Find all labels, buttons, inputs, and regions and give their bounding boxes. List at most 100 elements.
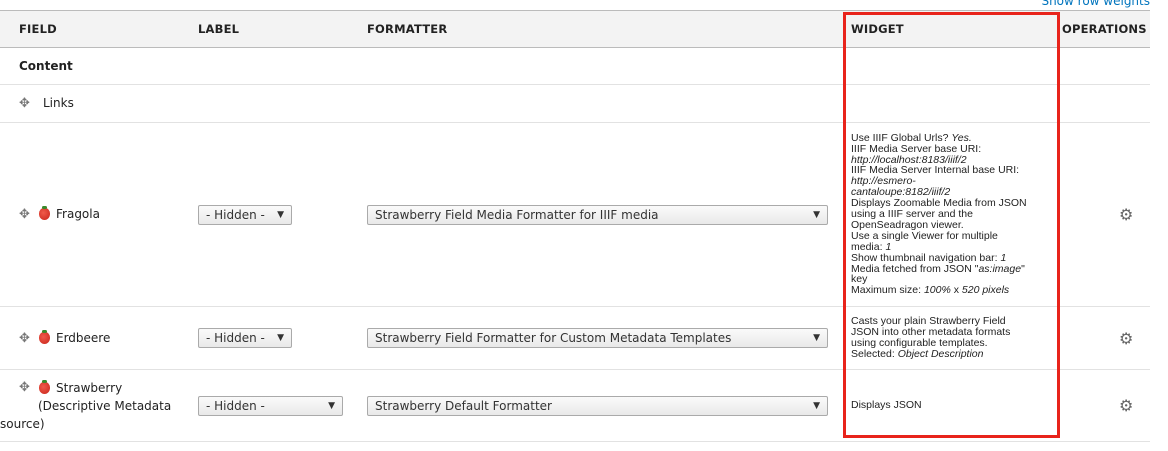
- chevron-down-icon: ▼: [813, 400, 820, 411]
- chevron-down-icon: ▼: [813, 333, 820, 343]
- chevron-down-icon: ▼: [328, 400, 335, 411]
- strawberry-icon: [39, 329, 50, 344]
- field-name: Erdbeere: [56, 330, 111, 345]
- summary-line: Media fetched from JSON "as:image": [851, 262, 1053, 275]
- label-select[interactable]: - Hidden - ▼: [198, 328, 292, 348]
- summary-value: http://esmero-: [851, 175, 916, 188]
- table-row: ✥ Erdbeere - Hidden - ▼ Strawberry Field …: [0, 307, 1150, 370]
- summary-text: ": [1021, 262, 1025, 275]
- summary-line: IIIF Media Server Internal base URI:: [851, 165, 1053, 176]
- strawberry-icon: [39, 379, 50, 394]
- summary-value: cantaloupe:8182/iiif/2: [851, 186, 951, 199]
- summary-line: cantaloupe:8182/iiif/2: [851, 187, 1053, 198]
- summary-line: http://esmero-: [851, 176, 1053, 187]
- field-name: Strawberry: [56, 380, 123, 395]
- region-content: Content: [0, 48, 1150, 85]
- drag-handle-icon[interactable]: ✥: [19, 379, 30, 395]
- field-name-sub2: source): [0, 415, 180, 433]
- drag-handle-icon[interactable]: ✥: [19, 330, 30, 346]
- summary-line: Displays Zoomable Media from JSON: [851, 198, 1053, 209]
- field-name-sub2-text: source): [0, 416, 45, 431]
- formatter-select[interactable]: Strawberry Field Media Formatter for III…: [367, 204, 828, 225]
- summary-line: JSON into other metadata formats: [851, 327, 1053, 338]
- summary-text: Show thumbnail navigation bar:: [851, 251, 1001, 264]
- summary-value: http://localhost:8183/iiif/2: [851, 153, 967, 166]
- strawberry-icon: [39, 206, 50, 220]
- summary-text: Selected:: [851, 347, 898, 360]
- table-row-links: ✥ Links: [0, 85, 1150, 123]
- label-select-value: - Hidden -: [206, 398, 265, 413]
- summary-line: key: [851, 274, 1053, 285]
- summary-line: using configurable templates.: [851, 338, 1053, 349]
- header-operations: OPERATIONS: [1062, 22, 1147, 36]
- summary-text: x: [950, 284, 962, 297]
- formatter-select-value: Strawberry Field Formatter for Custom Me…: [375, 331, 732, 345]
- drag-handle-icon[interactable]: ✥: [19, 96, 30, 111]
- field-display-table: FIELD LABEL FORMATTER WIDGET OPERATIONS …: [0, 10, 1150, 442]
- formatter-select[interactable]: Strawberry Field Formatter for Custom Me…: [367, 328, 828, 348]
- table-header: FIELD LABEL FORMATTER WIDGET OPERATIONS: [0, 10, 1150, 48]
- summary-line: OpenSeadragon viewer.: [851, 220, 1053, 231]
- summary-line: Use IIIF Global Urls? Yes.: [851, 131, 1053, 144]
- summary-line: using a IIIF server and the: [851, 209, 1053, 220]
- summary-text: OpenSeadragon viewer.: [851, 218, 964, 231]
- header-label: LABEL: [198, 22, 240, 36]
- summary-line: Selected: Object Description: [851, 347, 1053, 360]
- label-select-value: - Hidden -: [206, 331, 265, 345]
- summary-text: media:: [851, 240, 886, 253]
- summary-text: Casts your plain Strawberry Field: [851, 315, 1006, 328]
- gear-icon[interactable]: ⚙: [1119, 205, 1134, 224]
- chevron-down-icon: ▼: [277, 209, 284, 220]
- field-name: Links: [43, 96, 74, 110]
- header-formatter: FORMATTER: [367, 22, 448, 36]
- summary-value: Object Description: [897, 347, 984, 360]
- summary-line: media: 1: [851, 240, 1053, 253]
- summary-text: Displays Zoomable Media from JSON: [851, 197, 1027, 210]
- field-name-sub: (Descriptive Metadata: [38, 398, 172, 413]
- summary-text: Displays JSON: [851, 399, 922, 412]
- summary-value: Yes.: [951, 131, 972, 144]
- summary-line: IIIF Media Server base URI:: [851, 142, 1053, 155]
- summary-value: 1: [885, 240, 892, 253]
- formatter-select[interactable]: Strawberry Default Formatter ▼: [367, 395, 828, 416]
- summary-value: 1: [1000, 251, 1007, 264]
- summary-line: Casts your plain Strawberry Field: [851, 316, 1053, 327]
- formatter-summary: Use IIIF Global Urls? Yes. IIIF Media Ser…: [833, 131, 1053, 297]
- summary-text: Maximum size:: [851, 284, 924, 297]
- summary-text: JSON into other metadata formats: [851, 326, 1011, 339]
- summary-text: key: [851, 273, 868, 286]
- drag-handle-icon[interactable]: ✥: [19, 207, 30, 222]
- summary-line: Show thumbnail navigation bar: 1: [851, 251, 1053, 264]
- region-title: Content: [19, 59, 73, 73]
- chevron-down-icon: ▼: [277, 333, 284, 343]
- show-row-weights-link[interactable]: Show row weights: [1041, 0, 1150, 8]
- label-select[interactable]: - Hidden - ▼: [198, 395, 343, 416]
- formatter-summary: Casts your plain Strawberry Field JSON in…: [833, 316, 1053, 360]
- summary-text: IIIF Media Server base URI:: [851, 142, 982, 155]
- formatter-select-value: Strawberry Default Formatter: [375, 398, 552, 413]
- summary-text: IIIF Media Server Internal base URI:: [851, 164, 1020, 177]
- summary-line: Use a single Viewer for multiple: [851, 229, 1053, 242]
- table-row: ✥ Strawberry (Descriptive Metadata sourc…: [0, 370, 1150, 442]
- gear-icon[interactable]: ⚙: [1119, 396, 1134, 415]
- summary-text: Media fetched from JSON ": [851, 262, 979, 275]
- gear-icon[interactable]: ⚙: [1119, 328, 1134, 348]
- summary-line: Maximum size: 100% x 520 pixels: [851, 285, 1053, 296]
- summary-text: using a IIIF server and the: [851, 208, 973, 221]
- summary-line: http://localhost:8183/iiif/2: [851, 153, 1053, 166]
- formatter-summary: Displays JSON: [833, 400, 1053, 411]
- header-field: FIELD: [19, 22, 57, 36]
- table-row: ✥ Fragola - Hidden - ▼ Strawberry Field M…: [0, 123, 1150, 307]
- summary-text: Use a single Viewer for multiple: [851, 229, 998, 242]
- summary-value: 100%: [923, 284, 951, 297]
- summary-text: using configurable templates.: [851, 337, 988, 349]
- label-select[interactable]: - Hidden - ▼: [198, 204, 292, 225]
- field-name: Fragola: [56, 207, 100, 221]
- summary-line: Displays JSON: [851, 400, 1053, 411]
- summary-text: Use IIIF Global Urls?: [851, 131, 952, 144]
- label-select-value: - Hidden -: [206, 207, 265, 222]
- chevron-down-icon: ▼: [813, 209, 820, 220]
- header-widget: WIDGET: [851, 22, 904, 36]
- summary-value: 520 pixels: [961, 284, 1010, 297]
- formatter-select-value: Strawberry Field Media Formatter for III…: [375, 207, 659, 222]
